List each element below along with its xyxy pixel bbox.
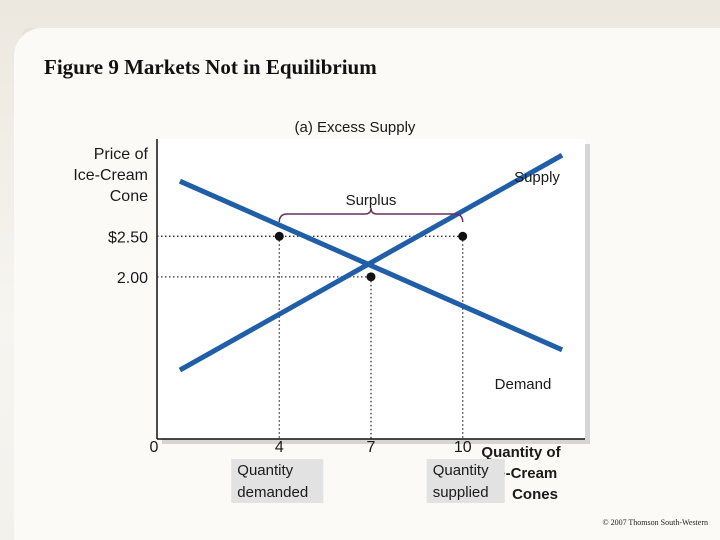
x-tick-label: 0	[150, 439, 159, 456]
quantity-supplied-line-1: Quantity	[433, 462, 489, 479]
quantity-demanded-line-1: Quantity	[237, 462, 293, 479]
data-point	[366, 272, 376, 282]
quantity-demanded-line-2: demanded	[237, 484, 308, 501]
x-tick-label: 7	[367, 439, 376, 456]
surplus-label: Surplus	[346, 192, 397, 209]
y-axis-label-line-1: Price of	[94, 146, 149, 163]
quantity-supplied-line-2: supplied	[433, 484, 489, 501]
quantity-supplied-box-bg	[426, 459, 505, 503]
y-axis-label: Price of Ice-Cream Cone	[73, 146, 148, 205]
demand-curve-label: Demand	[495, 376, 552, 393]
y-tick-label: $2.50	[108, 229, 148, 246]
demand-curve	[178, 178, 564, 353]
quantity-supplied-box: Quantity supplied	[426, 459, 505, 503]
quantity-demanded-box-bg	[231, 459, 324, 503]
surplus-bracket	[278, 207, 464, 223]
copyright-notice: © 2007 Thomson South-Western	[602, 518, 708, 527]
chart-subtitle: (a) Excess Supply	[295, 119, 416, 136]
supply-curve	[178, 153, 564, 373]
x-axis-label-line-1: Quantity of	[481, 444, 561, 461]
y-axis-label-line-3: Cone	[110, 188, 148, 205]
x-axis-label-line-3: Cones	[512, 486, 558, 503]
y-tick-label: 2.00	[117, 270, 148, 287]
x-tick-label: 10	[454, 439, 472, 456]
supply-curve-label: Supply	[514, 169, 560, 186]
y-axis-label-line-2: Ice-Cream	[73, 167, 148, 184]
figure-title: Figure 9 Markets Not in Equilibrium	[44, 55, 377, 79]
data-point	[274, 231, 284, 241]
data-point	[458, 231, 468, 241]
quantity-demanded-box: Quantity demanded	[231, 459, 324, 503]
x-tick-label: 4	[275, 439, 284, 456]
